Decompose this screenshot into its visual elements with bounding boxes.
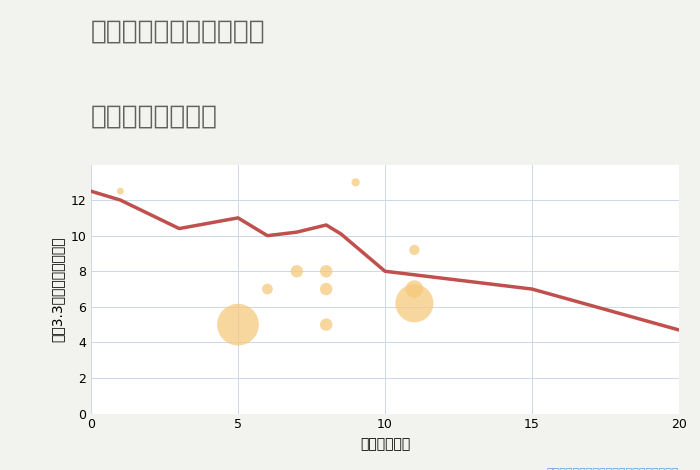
Point — [350, 179, 361, 186]
Text: 三重県伊賀市上野忍町の: 三重県伊賀市上野忍町の — [91, 19, 265, 45]
Point — [321, 321, 332, 329]
Point — [321, 267, 332, 275]
Y-axis label: 坪（3.3㎡）単価（万円）: 坪（3.3㎡）単価（万円） — [50, 236, 64, 342]
Point — [262, 285, 273, 293]
Point — [409, 299, 420, 307]
Point — [409, 285, 420, 293]
Point — [115, 188, 126, 195]
Point — [291, 267, 302, 275]
Point — [409, 246, 420, 254]
X-axis label: 駅距離（分）: 駅距離（分） — [360, 437, 410, 451]
Point — [232, 321, 244, 329]
Text: 円の大きさは、取引のあった物件面積を示す: 円の大きさは、取引のあった物件面積を示す — [547, 469, 679, 470]
Point — [321, 285, 332, 293]
Text: 駅距離別土地価格: 駅距離別土地価格 — [91, 103, 218, 129]
